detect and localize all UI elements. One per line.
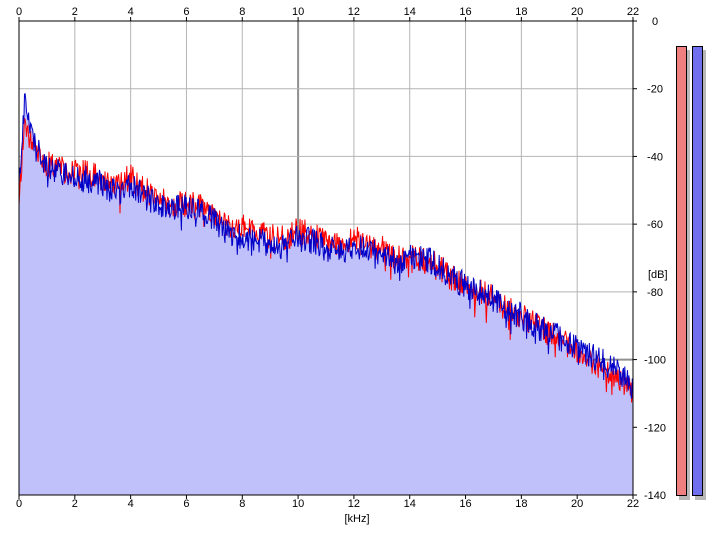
right-channel-meter — [692, 46, 703, 496]
x-tick-label: 6 — [183, 498, 189, 510]
spectrum-series — [18, 92, 634, 496]
y-tick-label: -140 — [644, 490, 666, 502]
y-tick-label: -40 — [647, 151, 663, 163]
x-tick-label: 14 — [404, 498, 416, 510]
x-tick-label: 10 — [292, 6, 304, 18]
x-axis-label: [kHz] — [344, 513, 369, 525]
x-axis-top: 0 2 4 6 8 10 12 14 16 18 20 22 — [16, 6, 639, 21]
x-tick-label: 12 — [348, 6, 360, 18]
plot-frame — [18, 20, 634, 496]
x-tick-label: 20 — [571, 6, 583, 18]
x-tick-label: 16 — [459, 498, 471, 510]
x-tick-label: 22 — [627, 498, 639, 510]
x-tick-label: 0 — [16, 498, 22, 510]
x-tick-label: 2 — [72, 498, 78, 510]
x-tick-label: 8 — [239, 6, 245, 18]
spectrum-fill — [19, 93, 633, 496]
x-tick-label: 4 — [128, 6, 134, 18]
x-tick-label: 2 — [72, 6, 78, 18]
x-tick-label: 12 — [348, 498, 360, 510]
x-tick-label: 8 — [239, 498, 245, 510]
y-axis-label: [dB] — [648, 269, 668, 281]
x-tick-label: 22 — [627, 6, 639, 18]
x-tick-label: 20 — [571, 498, 583, 510]
x-tick-label: 18 — [515, 6, 527, 18]
y-tick-label: -100 — [644, 355, 666, 367]
x-axis-bottom: 0 2 4 6 8 10 12 14 16 18 20 22 — [16, 495, 639, 510]
x-tick-label: 10 — [292, 498, 304, 510]
x-tick-label: 18 — [515, 498, 527, 510]
x-tick-label: 4 — [128, 498, 134, 510]
series-line-blue — [18, 92, 634, 399]
y-tick-label: -80 — [647, 287, 663, 299]
x-tick-label: 6 — [183, 6, 189, 18]
y-tick-label: -20 — [647, 84, 663, 96]
x-tick-label: 14 — [404, 6, 416, 18]
y-tick-label: -120 — [644, 422, 666, 434]
y-tick-label: 0 — [652, 16, 658, 28]
x-tick-label: 0 — [16, 6, 22, 18]
x-tick-label: 16 — [459, 6, 471, 18]
left-channel-meter — [676, 46, 687, 496]
y-tick-label: -60 — [647, 219, 663, 231]
y-axis-right: 0 -20 -40 -60 -80 -100 -120 -140 — [633, 16, 666, 502]
